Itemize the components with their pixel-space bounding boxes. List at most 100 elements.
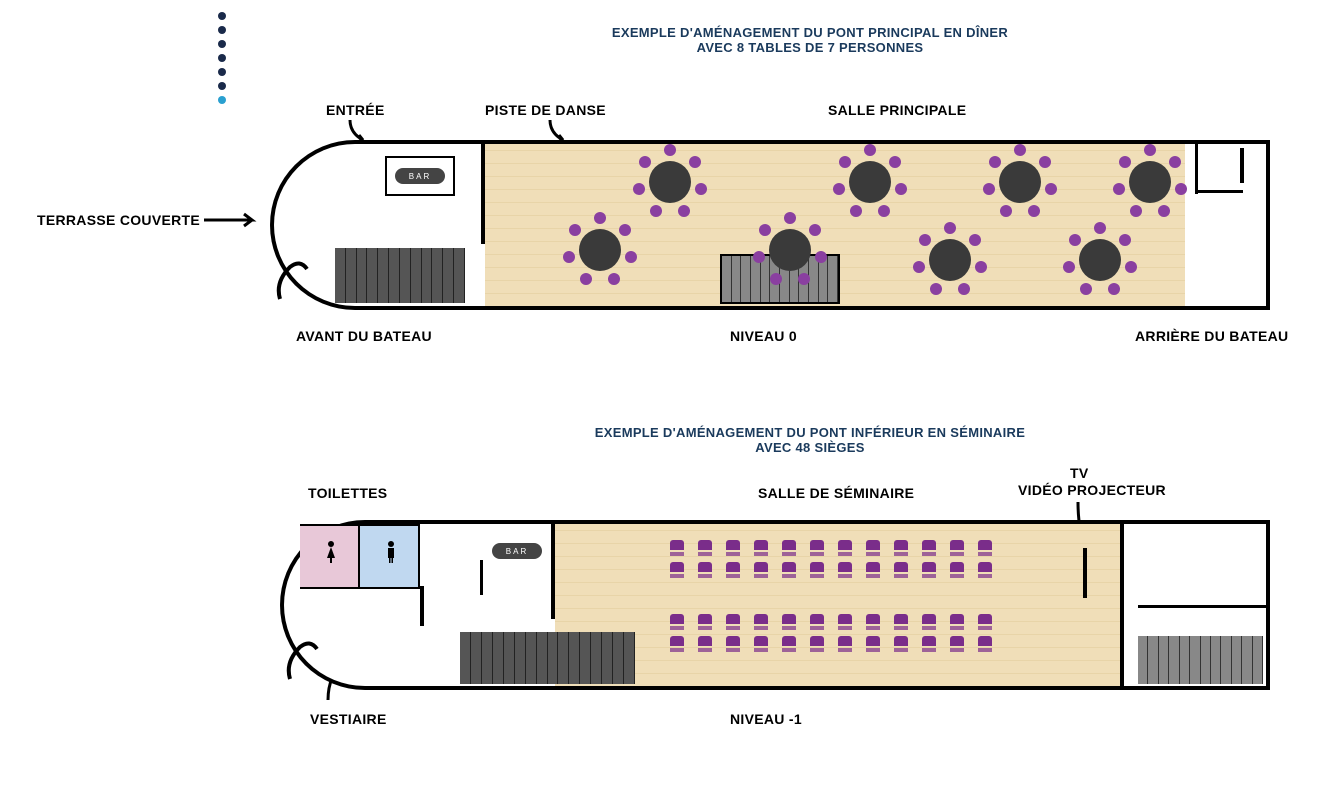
label-avant: AVANT DU BATEAU [296, 328, 432, 344]
deck2-stairs-rear [1138, 636, 1263, 684]
seat [1014, 144, 1026, 156]
seminar-chair [894, 562, 908, 578]
seat [989, 156, 1001, 168]
seminar-chair [866, 614, 880, 630]
seminar-chair [978, 562, 992, 578]
deck1-stairs-front [335, 248, 465, 303]
deck2-stairs-front [460, 632, 635, 684]
seat [913, 261, 925, 273]
label-terrasse: TERRASSE COUVERTE [37, 212, 200, 228]
seat [1169, 156, 1181, 168]
seat [798, 273, 810, 285]
deck2-partition [551, 524, 555, 619]
label-piste: PISTE DE DANSE [485, 102, 606, 118]
seminar-chair [950, 540, 964, 556]
seat [864, 144, 876, 156]
seminar-chair [978, 636, 992, 652]
seminar-chair [810, 614, 824, 630]
deck2-rear-wall2 [1138, 605, 1268, 608]
seminar-chair [810, 636, 824, 652]
seat [958, 283, 970, 295]
seminar-chair [698, 562, 712, 578]
seat [969, 234, 981, 246]
seminar-chair [866, 562, 880, 578]
label-niveau-1: NIVEAU -1 [730, 711, 802, 727]
seminar-chair [754, 562, 768, 578]
seminar-chair [754, 636, 768, 652]
seminar-chair [894, 614, 908, 630]
seminar-chair [670, 614, 684, 630]
seat [594, 212, 606, 224]
seat [1119, 156, 1131, 168]
seminar-chair [950, 636, 964, 652]
seminar-chair [950, 614, 964, 630]
label-salle-seminaire: SALLE DE SÉMINAIRE [758, 485, 914, 501]
nav-dot[interactable] [218, 54, 226, 62]
label-toilettes: TOILETTES [308, 485, 387, 501]
seminar-chair [950, 562, 964, 578]
seminar-chair [866, 636, 880, 652]
deck1-title: EXEMPLE D'AMÉNAGEMENT DU PONT PRINCIPAL … [570, 25, 1050, 55]
seat [759, 224, 771, 236]
seminar-chair [866, 540, 880, 556]
seminar-chair [782, 636, 796, 652]
seat [1028, 205, 1040, 217]
nav-dot[interactable] [218, 12, 226, 20]
label-arriere: ARRIÈRE DU BATEAU [1135, 328, 1288, 344]
seminar-chair [810, 540, 824, 556]
seminar-chair [922, 562, 936, 578]
seminar-chair [838, 614, 852, 630]
seminar-chair [894, 540, 908, 556]
nav-dot[interactable] [218, 96, 226, 104]
seminar-chair [782, 562, 796, 578]
seat [930, 283, 942, 295]
seat [1080, 283, 1092, 295]
seat [784, 212, 796, 224]
label-vestiaire: VESTIAIRE [310, 711, 387, 727]
seminar-chair [838, 636, 852, 652]
seat [633, 183, 645, 195]
deck2-partition2 [420, 586, 424, 626]
label-tv: TV [1070, 465, 1089, 481]
seminar-chair [838, 562, 852, 578]
deck2-screen [1083, 548, 1087, 598]
seminar-chair [978, 540, 992, 556]
label-video: VIDÉO PROJECTEUR [1018, 482, 1166, 498]
seminar-chair [698, 636, 712, 652]
seat [1069, 234, 1081, 246]
seat [1113, 183, 1125, 195]
seat [580, 273, 592, 285]
seminar-chair [670, 540, 684, 556]
seat [1119, 234, 1131, 246]
seat [619, 224, 631, 236]
seminar-chair [922, 540, 936, 556]
seminar-chair [978, 614, 992, 630]
seat [983, 183, 995, 195]
deck1-rear-room2 [1195, 190, 1243, 193]
female-icon [325, 540, 337, 564]
seat [850, 205, 862, 217]
deck2-bow-curl [285, 637, 325, 687]
seminar-chair [726, 562, 740, 578]
seat [753, 251, 765, 263]
seat [878, 205, 890, 217]
seminar-chair [726, 636, 740, 652]
seminar-chair [754, 614, 768, 630]
seminar-chair [782, 614, 796, 630]
nav-dot[interactable] [218, 68, 226, 76]
nav-dot[interactable] [218, 40, 226, 48]
seminar-chair [782, 540, 796, 556]
deck2-partition3 [480, 560, 483, 595]
nav-dot[interactable] [218, 82, 226, 90]
deck1-bow-curl [275, 257, 315, 307]
seat [833, 183, 845, 195]
seat [650, 205, 662, 217]
nav-dot[interactable] [218, 26, 226, 34]
label-salle-principale: SALLE PRINCIPALE [828, 102, 966, 118]
seminar-chair [810, 562, 824, 578]
seat [563, 251, 575, 263]
seat [809, 224, 821, 236]
seminar-chair [838, 540, 852, 556]
nav-dots [218, 12, 226, 104]
seat [608, 273, 620, 285]
